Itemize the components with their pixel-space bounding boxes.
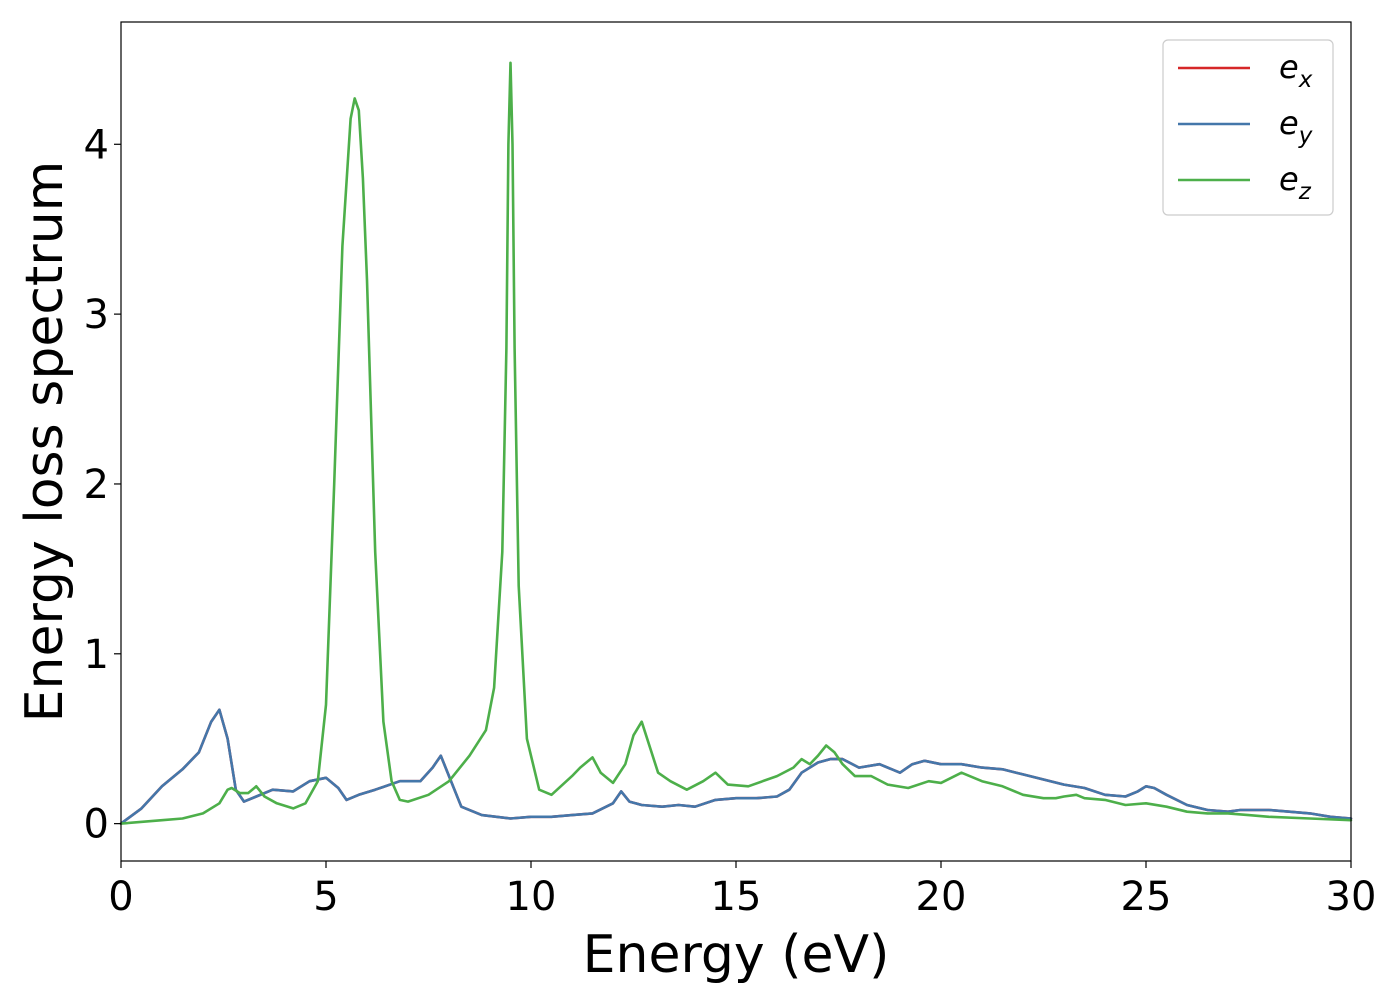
x-tick-label: 15 xyxy=(711,874,762,920)
y-tick-label: 3 xyxy=(84,292,109,338)
x-tick-label: 25 xyxy=(1121,874,1172,920)
y-tick-label: 2 xyxy=(84,462,109,508)
x-tick-label: 20 xyxy=(916,874,967,920)
y-axis-title: Energy loss spectrum xyxy=(15,161,75,723)
plot-lines xyxy=(119,61,1353,825)
x-axis-title: Energy (eV) xyxy=(583,925,890,985)
series-line-y xyxy=(119,708,1353,825)
x-tick-label: 5 xyxy=(313,874,338,920)
legend-box xyxy=(1162,39,1334,216)
legend: ex ey ez xyxy=(1162,39,1334,216)
legend-label-y: ey xyxy=(1279,104,1313,149)
legend-label-z: ez xyxy=(1279,160,1312,205)
x-tick-label: 10 xyxy=(506,874,557,920)
y-tick-label: 4 xyxy=(84,122,109,168)
series-line-z xyxy=(119,61,1353,825)
x-tick-label: 0 xyxy=(108,874,133,920)
x-axis-ticks: 0 5 10 15 20 25 30 xyxy=(108,861,1376,920)
y-tick-label: 1 xyxy=(84,632,109,678)
legend-label-x: ex xyxy=(1279,48,1313,93)
x-tick-label: 30 xyxy=(1326,874,1377,920)
y-axis-ticks: 0 1 2 3 4 xyxy=(84,122,121,848)
y-tick-label: 0 xyxy=(84,802,109,848)
